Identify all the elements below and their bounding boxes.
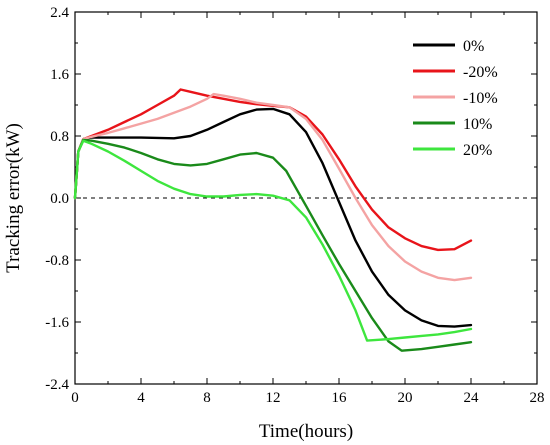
series-line-2 <box>73 92 473 282</box>
x-axis-label: Time(hours) <box>259 421 353 442</box>
y-tick-label: 2.4 <box>50 5 69 21</box>
x-tick-label: 8 <box>203 390 211 406</box>
legend-label-4: 20% <box>463 142 492 159</box>
y-tick-label: 0.0 <box>50 191 69 207</box>
series-line-3 <box>73 138 473 352</box>
y-tick-label: -0.8 <box>45 253 69 269</box>
x-tick-label: 28 <box>530 390 545 406</box>
x-tick-label: 24 <box>464 390 480 406</box>
y-tick-label: 0.8 <box>50 129 69 145</box>
x-tick-label: 0 <box>71 390 79 406</box>
y-tick-label: -2.4 <box>45 377 69 393</box>
x-tick-label: 16 <box>332 390 348 406</box>
legend-label-2: -10% <box>463 90 498 107</box>
x-tick-label: 12 <box>266 390 281 406</box>
series-line-1 <box>73 88 473 252</box>
series-line-0 <box>73 107 473 328</box>
legend-label-1: -20% <box>463 64 498 81</box>
legend-label-3: 10% <box>463 116 492 133</box>
y-tick-label: 1.6 <box>50 67 69 83</box>
legend: 0% -20% -10% 10% 20% <box>413 38 498 159</box>
x-tick-label: 20 <box>398 390 413 406</box>
series-lines <box>73 88 473 352</box>
series-line-4 <box>73 139 473 342</box>
x-tick-label: 4 <box>137 390 145 406</box>
legend-label-0: 0% <box>463 38 484 55</box>
axis-ticks: 0 4 8 12 16 20 24 28 -2.4 -1.6 -0.8 0.0 0.8 1.6 2.4 <box>45 5 544 406</box>
y-axis-label: Tracking error(kW) <box>3 123 24 273</box>
y-tick-label: -1.6 <box>45 315 69 331</box>
